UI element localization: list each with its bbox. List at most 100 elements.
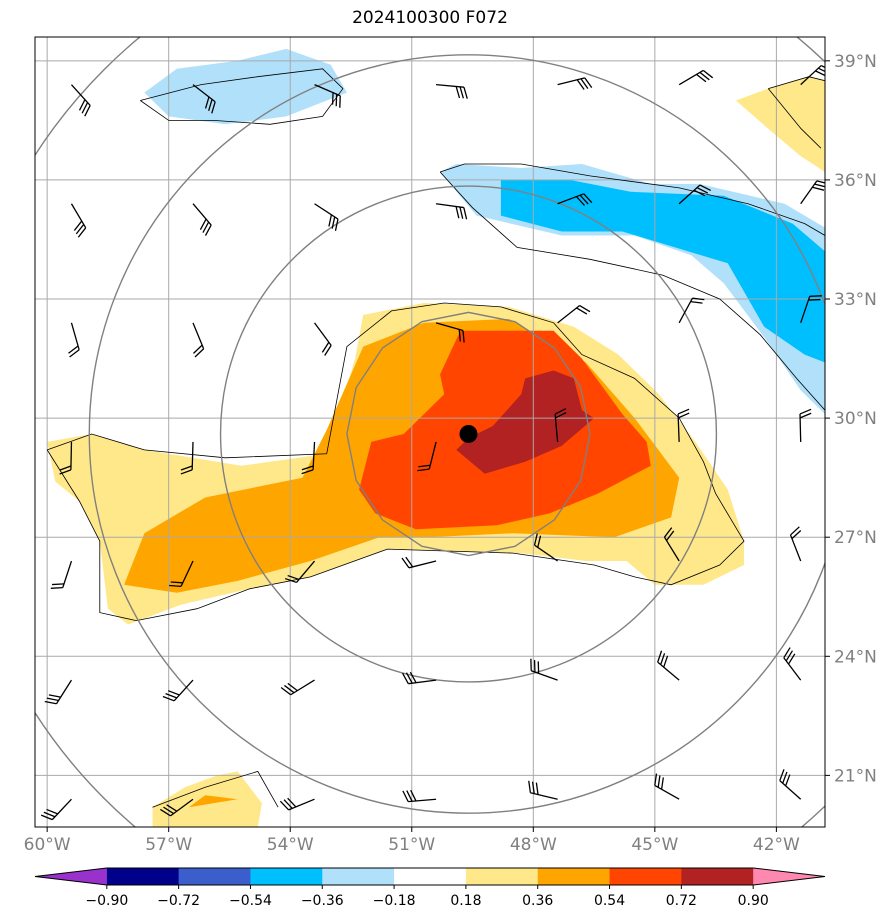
contour-line-2 [439,163,825,236]
wind-barb [435,322,465,343]
wind-barb [401,671,437,685]
wind-barb [192,322,205,358]
x-tick-label: 48°W [510,835,557,855]
x-tick-label: 42°W [753,835,800,855]
colorbar-bin [178,868,251,885]
wind-barb [284,560,316,584]
contour-line-0 [46,302,745,622]
colorbar-tick-label: −0.36 [301,893,344,909]
wind-barb [159,798,194,817]
wind-barb [533,533,558,562]
colorbar-bin [250,868,323,885]
colorbar-bin [106,868,180,885]
wind-barb [180,441,194,475]
contour-line-3 [439,171,825,411]
wind-barb [557,77,593,90]
wind-barb [192,84,216,114]
wind-barb [59,441,73,475]
wind-barb [800,64,825,86]
wind-barb [314,322,332,356]
y-tick-label: 27°N [834,528,877,548]
y-tick-label: 33°N [834,290,877,310]
y-tick-label: 21°N [834,766,877,786]
colorbar-tick-label: 0.90 [738,893,769,909]
x-tick-labels: 60°W 57°W 54°W 51°W 48°W 45°W 42°W [24,827,800,855]
contour-line-6 [152,770,279,808]
wind-barb [530,658,558,681]
colorbar-tick-label: 0.54 [594,893,625,909]
colorbar-tick-label: −0.90 [85,893,128,909]
y-tick-label: 36°N [834,171,877,191]
colorbar-tick-label: −0.72 [157,893,200,909]
colorbar-tick-label: −0.54 [229,893,272,909]
colorbar-extend-high [753,868,825,885]
wind-barb [528,780,558,800]
wind-barbs [40,64,825,821]
range-ring [219,185,718,683]
wind-barb [789,526,802,562]
wind-barb [70,203,87,238]
chart-title: 2024100300 F072 [352,8,508,28]
x-tick-label: 57°W [145,835,192,855]
storm-center-dot [459,424,478,443]
wind-barb [314,203,339,231]
wind-barb [50,560,73,589]
wind-barb [779,769,802,800]
wind-barb [436,83,468,99]
wind-barb [800,295,822,324]
x-tick-label: 51°W [388,835,435,855]
wind-barb [280,679,315,696]
wind-barb [800,180,825,205]
wind-barb [557,193,593,206]
wind-barb [417,441,437,472]
range-ring [346,311,591,557]
colorbar: −0.90 −0.72 −0.54 −0.36 −0.18 0.18 0.36 0.54 0.7… [34,867,826,909]
wind-barb [40,798,72,821]
wind-barb [401,556,437,569]
colorbar-bin [681,868,754,885]
colorbar-bin [465,868,539,885]
y-tick-label: 24°N [834,647,877,667]
filled-region-1 [735,76,825,172]
colorbar-tick-label: −0.18 [373,893,416,909]
wind-barb [677,408,690,442]
wind-barb [279,797,315,811]
wind-barb [678,69,714,86]
colorbar-extend-low [35,868,107,885]
wind-barb [301,441,316,475]
wind-barb [657,650,680,681]
wind-barb [799,408,812,442]
wind-barb [554,408,567,442]
wind-barb [557,304,591,324]
colorbar-bin [394,868,467,885]
colorbar-bin [609,868,682,885]
wind-barb [314,84,341,108]
colorbar-bin [537,868,611,885]
filled-region-9 [500,179,825,363]
filled-region-4 [188,795,238,808]
x-tick-label: 54°W [267,835,314,855]
wind-barb [678,297,705,324]
wind-barb [44,679,73,705]
wind-barb [70,84,91,117]
filled-region-6 [456,370,595,474]
wind-barb [169,560,194,588]
wind-barb [402,789,437,803]
range-ring [88,54,825,814]
colorbar-bin [322,868,395,885]
colorbar-tick-label: 0.36 [522,893,553,909]
colorbar-tick-label: 0.18 [450,893,481,909]
y-tick-label: 39°N [834,52,877,72]
contour-line-5 [767,88,822,149]
colorbar-tick-label: 0.72 [666,893,697,909]
wind-barb [68,322,80,358]
y-tick-labels: 39°N 36°N 33°N 30°N 27°N 24°N 21°N [825,52,877,786]
x-tick-label: 60°W [24,835,71,855]
wind-barb [654,773,680,800]
filled-contours [47,48,825,827]
wind-barb [435,203,468,220]
y-tick-label: 30°N [834,409,877,429]
filled-region-8 [144,48,347,125]
